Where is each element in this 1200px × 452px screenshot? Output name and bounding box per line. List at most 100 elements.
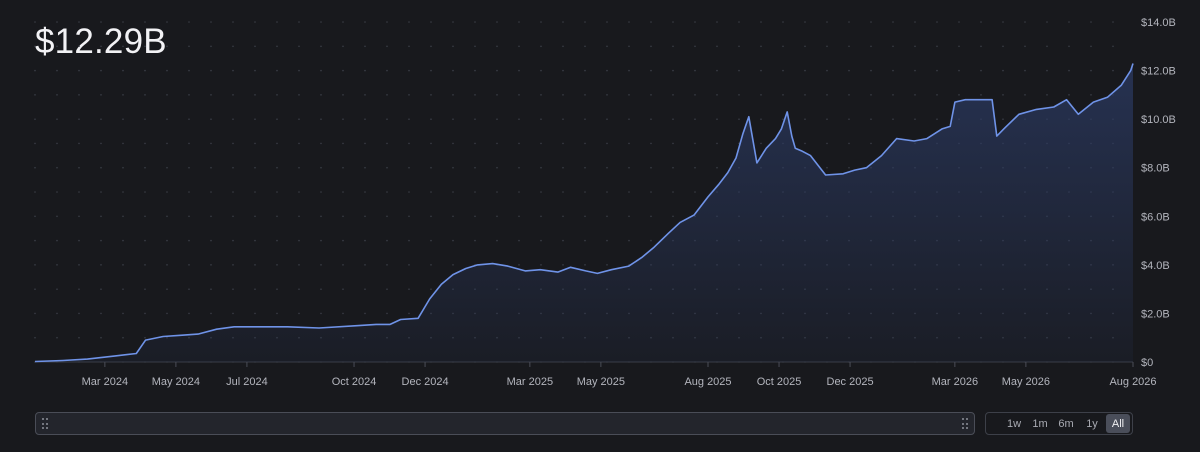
grid-dot <box>254 215 256 218</box>
grid-dot <box>100 45 102 48</box>
grid-dot <box>694 118 696 120</box>
grid-dot <box>716 94 718 96</box>
x-tick-label: Jul 2024 <box>226 376 268 388</box>
grid-dot <box>276 94 278 96</box>
grid-dot <box>980 94 982 96</box>
grid-dot <box>122 21 124 23</box>
grid-dot <box>78 45 80 48</box>
grid-dot <box>540 264 542 266</box>
range-button-1y[interactable]: 1y <box>1080 414 1104 433</box>
x-tick-label: May 2026 <box>1002 376 1050 388</box>
range-button-6m[interactable]: 6m <box>1054 414 1078 433</box>
grid-dot <box>166 264 168 266</box>
grid-dot <box>848 142 850 145</box>
grid-dot <box>958 21 960 23</box>
grid-dot <box>892 69 894 72</box>
grid-dot <box>100 118 102 120</box>
grid-dot <box>210 312 212 315</box>
grid-dot <box>342 166 344 169</box>
grid-dot <box>144 142 146 145</box>
grid-dot <box>650 142 652 145</box>
grid-dot <box>606 239 608 242</box>
grid-dot <box>56 94 58 96</box>
grid-dot <box>364 312 366 315</box>
grid-dot <box>78 264 80 266</box>
grid-dot <box>936 21 938 23</box>
series-line[interactable] <box>34 63 1134 363</box>
grid-dot <box>320 142 322 145</box>
grid-dot <box>738 69 740 72</box>
grid-dot <box>716 45 718 48</box>
navigator-left-handle-icon[interactable] <box>41 418 49 430</box>
grid-dot <box>408 239 410 242</box>
range-button-all[interactable]: All <box>1106 414 1130 433</box>
grid-dot <box>672 45 674 48</box>
grid-dot <box>78 336 80 339</box>
grid-dot <box>408 45 410 48</box>
grid-dot <box>452 142 454 145</box>
grid-dot <box>540 215 542 218</box>
grid-dot <box>540 191 542 193</box>
grid-dot <box>254 239 256 242</box>
grid-dot <box>100 336 102 339</box>
grid-dot <box>56 288 58 290</box>
range-button-1w[interactable]: 1w <box>1002 414 1026 433</box>
grid-dot <box>254 142 256 145</box>
grid-dot <box>122 239 124 242</box>
grid-dot <box>606 118 608 120</box>
x-tick-label: Dec 2025 <box>827 376 874 388</box>
grid-dot <box>364 264 366 266</box>
grid-dot <box>826 45 828 48</box>
grid-dot <box>1046 45 1048 48</box>
grid-dot <box>848 69 850 72</box>
grid-dot <box>1090 45 1092 48</box>
grid-dot <box>386 118 388 120</box>
y-tick-label: $8.0B <box>1141 163 1170 175</box>
grid-dot <box>980 69 982 72</box>
grid-dot <box>518 94 520 96</box>
grid-dot <box>452 94 454 96</box>
grid-dot <box>496 94 498 96</box>
grid-dot <box>386 288 388 290</box>
grid-dot <box>408 166 410 169</box>
grid-dot <box>144 166 146 169</box>
grid-dot <box>298 69 300 72</box>
grid-dot <box>716 21 718 23</box>
grid-dot <box>56 264 58 266</box>
grid-dot <box>628 191 630 193</box>
grid-dot <box>254 94 256 96</box>
grid-dot <box>1002 94 1004 96</box>
grid-dot <box>166 94 168 96</box>
grid-dot <box>386 21 388 23</box>
grid-dot <box>56 69 58 72</box>
grid-dot <box>386 166 388 169</box>
grid-dot <box>364 191 366 193</box>
grid-dot <box>232 21 234 23</box>
grid-dot <box>716 118 718 120</box>
grid-dot <box>1024 45 1026 48</box>
navigator-right-handle-icon[interactable] <box>961 418 969 430</box>
grid-dot <box>430 21 432 23</box>
grid-dot <box>342 239 344 242</box>
range-button-1m[interactable]: 1m <box>1028 414 1052 433</box>
grid-dot <box>628 215 630 218</box>
grid-dot <box>694 166 696 169</box>
grid-dot <box>34 21 36 23</box>
grid-dot <box>166 166 168 169</box>
grid-dot <box>122 288 124 290</box>
grid-dot <box>166 312 168 315</box>
grid-dot <box>56 118 58 120</box>
grid-dot <box>364 94 366 96</box>
grid-dot <box>672 21 674 23</box>
x-tick-label: Aug 2025 <box>684 376 731 388</box>
grid-dot <box>1068 45 1070 48</box>
grid-dot <box>408 118 410 120</box>
grid-dot <box>144 288 146 290</box>
grid-dot <box>672 118 674 120</box>
range-navigator[interactable] <box>35 412 975 435</box>
grid-dot <box>122 69 124 72</box>
grid-dot <box>166 191 168 193</box>
grid-dot <box>122 94 124 96</box>
grid-dot <box>914 69 916 72</box>
grid-dot <box>342 45 344 48</box>
